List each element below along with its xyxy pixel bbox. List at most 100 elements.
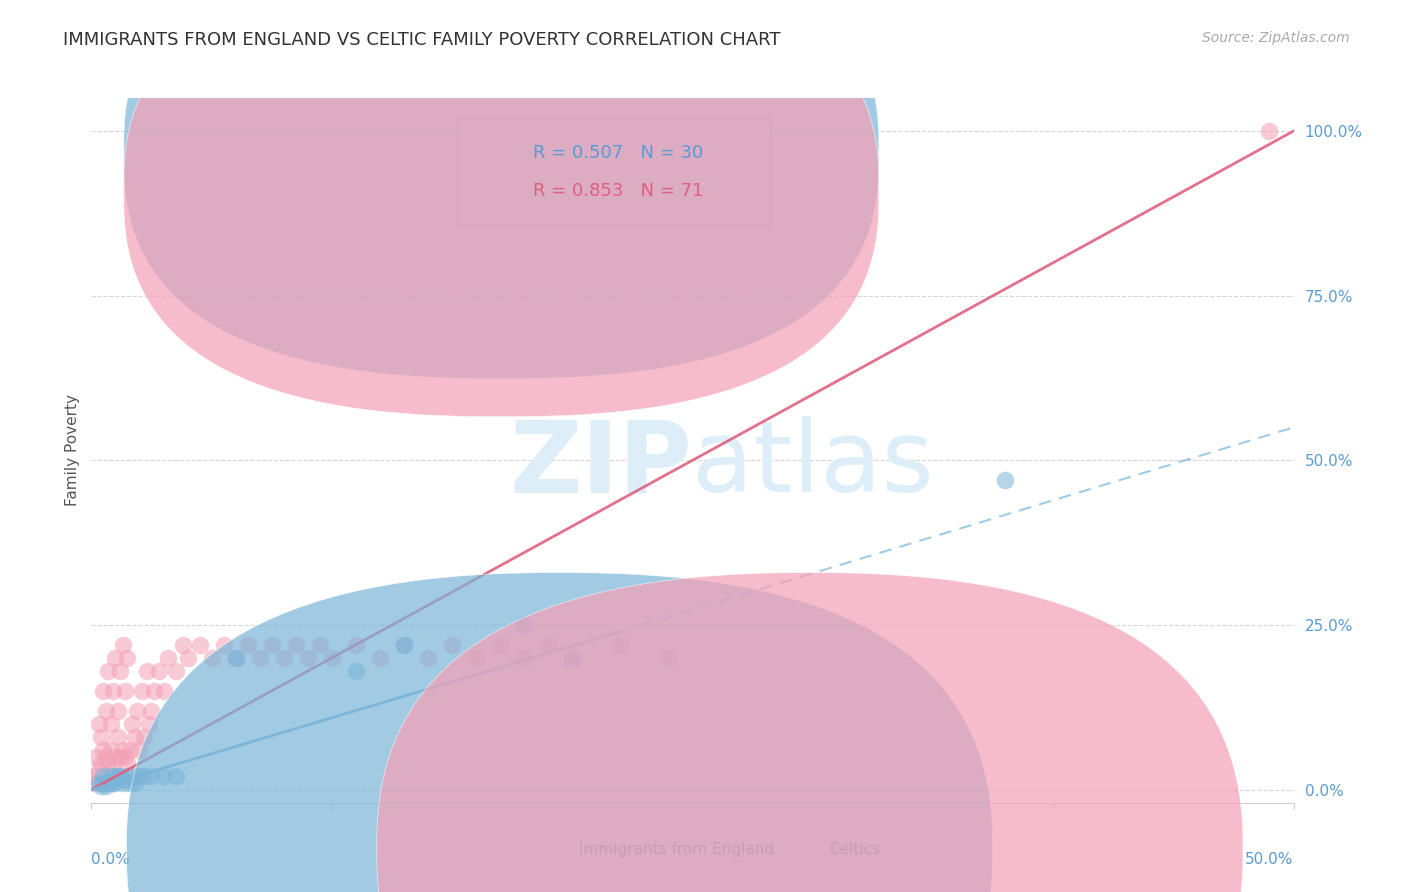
Point bbox=[308, 638, 330, 652]
Point bbox=[93, 683, 115, 698]
Point bbox=[321, 651, 343, 665]
Point bbox=[513, 651, 536, 665]
Point bbox=[392, 638, 415, 652]
Point bbox=[128, 769, 150, 783]
Point bbox=[128, 743, 150, 757]
Point bbox=[87, 776, 110, 790]
Point bbox=[104, 769, 127, 783]
Point bbox=[87, 716, 110, 731]
Point bbox=[561, 651, 583, 665]
Point bbox=[90, 730, 112, 744]
Text: R = 0.507   N = 30: R = 0.507 N = 30 bbox=[533, 145, 703, 162]
Point bbox=[83, 776, 105, 790]
Point bbox=[118, 776, 141, 790]
Point bbox=[104, 651, 127, 665]
Point bbox=[114, 683, 136, 698]
Point bbox=[121, 716, 143, 731]
Point bbox=[131, 683, 153, 698]
Y-axis label: Family Poverty: Family Poverty bbox=[65, 394, 80, 507]
Point bbox=[212, 638, 235, 652]
Point bbox=[188, 638, 211, 652]
Point bbox=[138, 716, 160, 731]
Point bbox=[165, 664, 187, 678]
Point bbox=[121, 769, 143, 783]
Point bbox=[249, 651, 271, 665]
Point bbox=[125, 704, 148, 718]
Point bbox=[97, 776, 120, 790]
Point bbox=[101, 683, 124, 698]
FancyBboxPatch shape bbox=[458, 120, 770, 225]
Point bbox=[84, 749, 107, 764]
Point bbox=[225, 651, 247, 665]
FancyBboxPatch shape bbox=[124, 0, 879, 378]
Point bbox=[260, 638, 283, 652]
Point bbox=[124, 730, 146, 744]
Point bbox=[344, 664, 367, 678]
Point bbox=[104, 776, 127, 790]
FancyBboxPatch shape bbox=[124, 0, 879, 417]
Point bbox=[107, 730, 129, 744]
Point bbox=[101, 763, 124, 777]
Point bbox=[134, 769, 156, 783]
Point bbox=[100, 769, 122, 783]
Point bbox=[100, 772, 122, 787]
Point bbox=[111, 776, 134, 790]
Point bbox=[93, 776, 115, 790]
Point bbox=[148, 664, 170, 678]
Point bbox=[124, 776, 146, 790]
Point bbox=[465, 651, 488, 665]
Point bbox=[141, 704, 163, 718]
Point bbox=[172, 638, 194, 652]
Point bbox=[201, 651, 224, 665]
Point bbox=[176, 651, 198, 665]
Point bbox=[657, 651, 679, 665]
Point bbox=[104, 749, 127, 764]
Point bbox=[225, 651, 247, 665]
Point bbox=[101, 776, 124, 790]
Point bbox=[90, 780, 112, 794]
Text: Immigrants from England: Immigrants from England bbox=[579, 842, 775, 856]
Point bbox=[94, 704, 117, 718]
Text: ZIP: ZIP bbox=[509, 416, 692, 513]
Point bbox=[100, 716, 122, 731]
Point bbox=[94, 749, 117, 764]
Point bbox=[107, 704, 129, 718]
Point bbox=[368, 651, 391, 665]
Point bbox=[141, 769, 163, 783]
Point bbox=[114, 749, 136, 764]
Point bbox=[100, 743, 122, 757]
Point bbox=[135, 664, 157, 678]
Point bbox=[142, 683, 165, 698]
Text: R = 0.853   N = 71: R = 0.853 N = 71 bbox=[533, 182, 703, 200]
Point bbox=[117, 756, 139, 771]
Point bbox=[111, 638, 134, 652]
Point bbox=[117, 651, 139, 665]
Point bbox=[93, 743, 115, 757]
Point bbox=[537, 638, 560, 652]
Text: Source: ZipAtlas.com: Source: ZipAtlas.com bbox=[1202, 31, 1350, 45]
Point bbox=[609, 638, 631, 652]
Point bbox=[93, 769, 115, 783]
Point bbox=[416, 651, 439, 665]
Point bbox=[284, 638, 307, 652]
Point bbox=[110, 769, 132, 783]
Point bbox=[107, 769, 129, 783]
Text: atlas: atlas bbox=[692, 416, 934, 513]
Point bbox=[87, 763, 110, 777]
Point bbox=[110, 664, 132, 678]
Point bbox=[118, 743, 141, 757]
Text: Celtics: Celtics bbox=[830, 842, 880, 856]
Point bbox=[297, 651, 319, 665]
Point bbox=[117, 769, 139, 783]
Text: 50.0%: 50.0% bbox=[1246, 852, 1294, 867]
Point bbox=[111, 743, 134, 757]
Point bbox=[513, 618, 536, 632]
Point bbox=[165, 769, 187, 783]
Point bbox=[110, 749, 132, 764]
Point bbox=[273, 651, 295, 665]
Point bbox=[152, 769, 174, 783]
Point bbox=[344, 638, 367, 652]
Point bbox=[97, 664, 120, 678]
Point bbox=[114, 772, 136, 787]
Text: 0.0%: 0.0% bbox=[91, 852, 131, 867]
